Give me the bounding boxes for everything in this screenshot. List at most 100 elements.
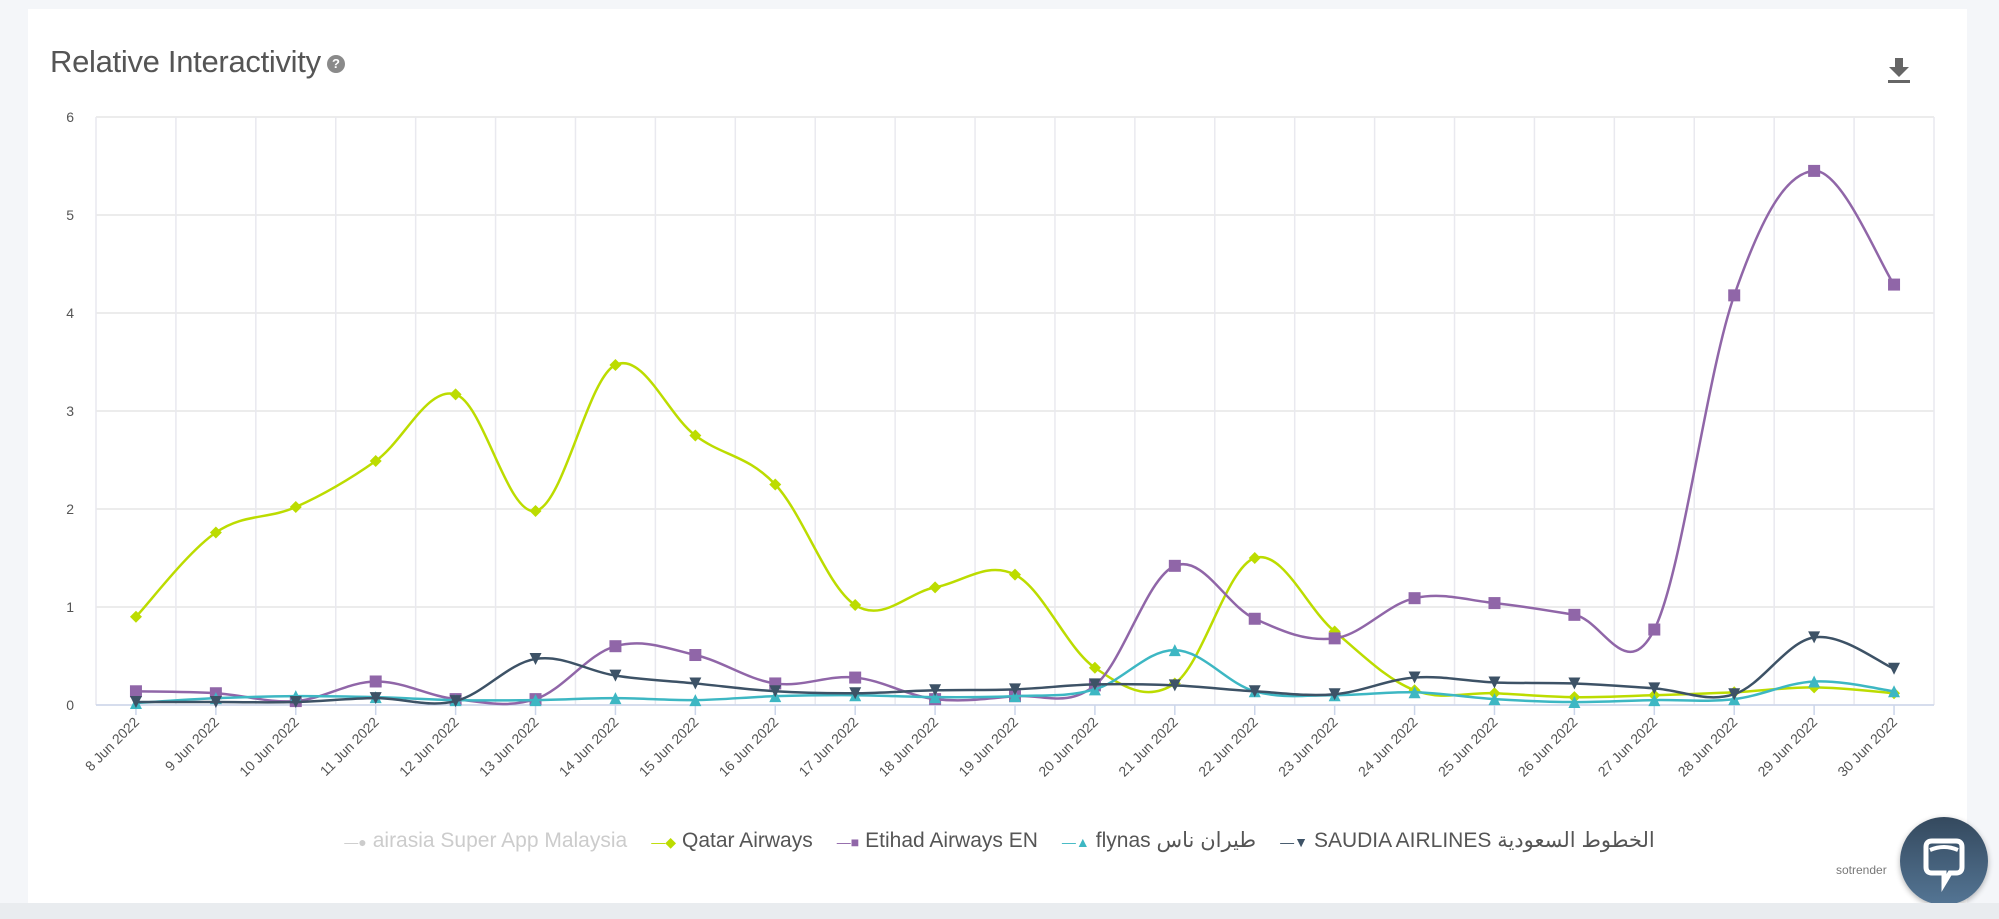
triangle-down-marker [849,687,862,700]
triangle-marker [1488,693,1501,706]
legend-item[interactable]: —● airasia Super App Malaysia [344,829,627,853]
square-marker [369,675,382,688]
legend-item[interactable]: —▲ flynas طيران ناس [1062,828,1256,853]
diamond-marker [1009,568,1021,581]
triangle-down-marker [209,696,222,709]
triangle-marker [1408,686,1421,699]
diamond-marker [289,501,302,514]
credit-text: sotrender [1836,863,1887,877]
series-line [135,648,1895,705]
triangle-down-marker [129,696,142,709]
x-tick-label: 25 Jun 2022 [1435,714,1501,780]
y-tick-label: 6 [66,109,74,125]
triangle-down-marker [1568,677,1581,690]
x-tick-label: 11 Jun 2022 [317,714,382,779]
triangle-down-marker [1328,688,1341,701]
triangle-down-marker [769,685,782,698]
triangle-down-marker [1488,676,1501,689]
square-marker [1648,623,1661,636]
diamond-marker [1248,552,1261,564]
square-marker [1248,612,1261,625]
triangle-down-marker [1648,682,1661,695]
y-tick-label: 3 [66,403,74,419]
series-etihad [129,164,1901,708]
series-line [135,361,1895,699]
x-tick-label: 24 Jun 2022 [1355,714,1421,780]
triangle-marker [1888,685,1901,698]
triangle-down-marker [1009,683,1021,696]
square-marker [1488,597,1501,610]
x-tick-label: 16 Jun 2022 [716,714,782,780]
triangle-down-marker [289,696,302,709]
diamond-marker [689,429,702,442]
triangle-down-legend-symbol: —▼ [1280,834,1308,850]
triangle-marker [1568,696,1581,709]
x-tick-label: 30 Jun 2022 [1834,714,1900,780]
square-marker [1728,289,1741,302]
legend-label: Qatar Airways [681,829,813,852]
y-tick-label: 4 [66,305,74,321]
square-marker [689,649,702,662]
diamond-marker [369,454,382,467]
diamond-marker [449,388,462,401]
x-tick-label: 8 Jun 2022 [82,714,142,774]
diamond-marker [929,581,942,594]
square-legend-symbol: —■ [836,834,860,850]
triangle-down-marker [369,692,382,705]
triangle-down-marker [689,677,702,690]
triangle-marker [529,694,542,707]
diamond-marker [1088,661,1101,674]
y-tick-label: 5 [66,207,74,223]
question-circle-icon[interactable]: ? [326,54,345,73]
chat-button[interactable] [1900,817,1988,905]
x-tick-label: 10 Jun 2022 [236,714,302,780]
square-marker [1408,592,1421,605]
diamond-marker [769,478,782,491]
y-tick-label: 1 [66,599,74,615]
download-icon[interactable] [1886,56,1912,84]
triangle-down-marker [1248,685,1261,698]
triangle-legend-symbol: —▲ [1061,834,1090,850]
series-saudia [129,631,1901,709]
square-marker [1808,164,1821,177]
y-tick-label: 0 [66,697,74,713]
triangle-down-marker [1888,662,1901,675]
x-tick-label: 20 Jun 2022 [1035,714,1101,780]
x-tick-label: 29 Jun 2022 [1754,714,1820,780]
triangle-down-marker [1168,679,1181,692]
y-tick-label: 2 [66,501,74,517]
chart-title-text: Relative Interactivity [50,44,321,79]
diamond-marker [849,599,862,612]
legend-item[interactable]: —■ Etihad Airways EN [837,829,1038,853]
x-tick-label: 22 Jun 2022 [1195,714,1261,780]
x-tick-label: 13 Jun 2022 [476,714,542,780]
square-marker [849,671,862,684]
diamond-marker [209,526,222,539]
square-marker [1888,278,1901,291]
diamond-legend-symbol: —◆ [651,834,676,850]
x-tick-label: 19 Jun 2022 [955,714,1021,780]
x-tick-label: 12 Jun 2022 [396,714,462,780]
x-tick-label: 17 Jun 2022 [795,714,861,780]
square-marker [1168,559,1181,572]
legend-item[interactable]: —▼ SAUDIA AIRLINES الخطوط السعودية [1280,828,1655,853]
triangle-marker [609,692,622,705]
triangle-down-marker [929,684,942,697]
diamond-marker [529,504,542,517]
x-tick-label: 28 Jun 2022 [1675,714,1741,780]
diamond-marker [129,610,142,623]
triangle-marker [929,691,942,704]
x-tick-label: 27 Jun 2022 [1595,714,1661,780]
chat-bubble-icon [1923,838,1965,893]
legend-label: flynas طيران ناس [1095,829,1257,852]
triangle-marker [1168,644,1181,657]
legend-label: SAUDIA AIRLINES الخطوط السعودية [1313,829,1655,852]
triangle-marker [1808,675,1821,688]
legend-item[interactable]: —◆ Qatar Airways [651,829,813,853]
square-marker [609,640,622,653]
square-marker [1568,608,1581,621]
square-marker [1328,632,1341,645]
triangle-down-marker [1408,671,1421,684]
chart-card [28,9,1967,903]
